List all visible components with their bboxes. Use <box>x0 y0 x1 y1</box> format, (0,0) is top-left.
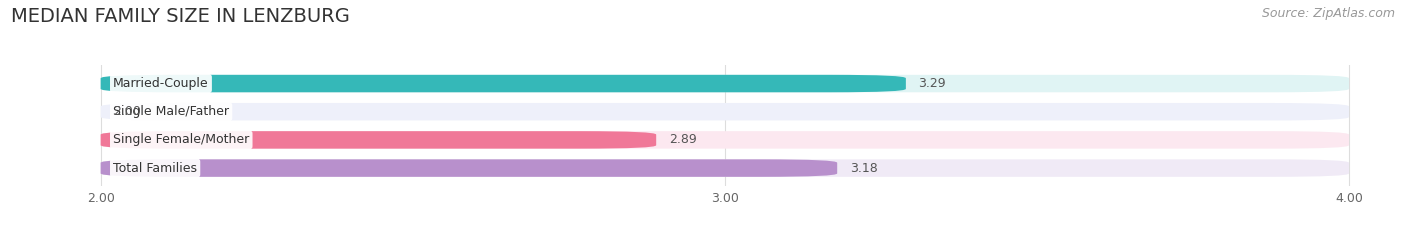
Text: 3.29: 3.29 <box>918 77 946 90</box>
FancyBboxPatch shape <box>101 159 837 177</box>
Text: Single Male/Father: Single Male/Father <box>112 105 229 118</box>
Text: 2.89: 2.89 <box>669 134 696 146</box>
Text: Married-Couple: Married-Couple <box>112 77 208 90</box>
FancyBboxPatch shape <box>101 131 657 149</box>
Text: Single Female/Mother: Single Female/Mother <box>112 134 249 146</box>
FancyBboxPatch shape <box>101 75 1348 92</box>
FancyBboxPatch shape <box>101 131 1348 149</box>
Text: 3.18: 3.18 <box>849 161 877 175</box>
Text: 2.00: 2.00 <box>112 105 141 118</box>
FancyBboxPatch shape <box>101 159 1348 177</box>
Text: Total Families: Total Families <box>112 161 197 175</box>
Text: MEDIAN FAMILY SIZE IN LENZBURG: MEDIAN FAMILY SIZE IN LENZBURG <box>11 7 350 26</box>
Text: Source: ZipAtlas.com: Source: ZipAtlas.com <box>1261 7 1395 20</box>
FancyBboxPatch shape <box>101 103 1348 120</box>
FancyBboxPatch shape <box>101 75 905 92</box>
